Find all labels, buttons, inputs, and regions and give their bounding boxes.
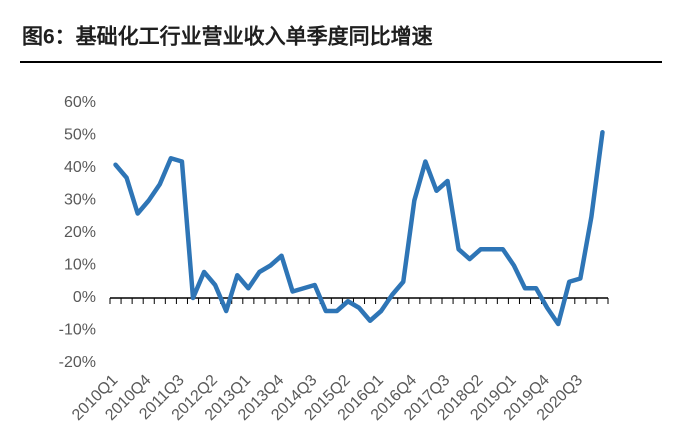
chart-title: 图6：基础化工行业营业收入单季度同比增速 — [22, 25, 433, 49]
y-tick-label: 20% — [64, 224, 96, 241]
y-tick-label: -20% — [59, 354, 96, 371]
y-tick-label: 0% — [73, 289, 96, 306]
line-series — [113, 130, 605, 327]
y-tick-label: 50% — [64, 127, 96, 144]
y-tick-label: -10% — [59, 322, 96, 339]
y-tick-label: 10% — [64, 257, 96, 274]
y-tick-label: 60% — [64, 94, 96, 111]
y-tick-label: 40% — [64, 159, 96, 176]
y-tick-label: 30% — [64, 192, 96, 209]
